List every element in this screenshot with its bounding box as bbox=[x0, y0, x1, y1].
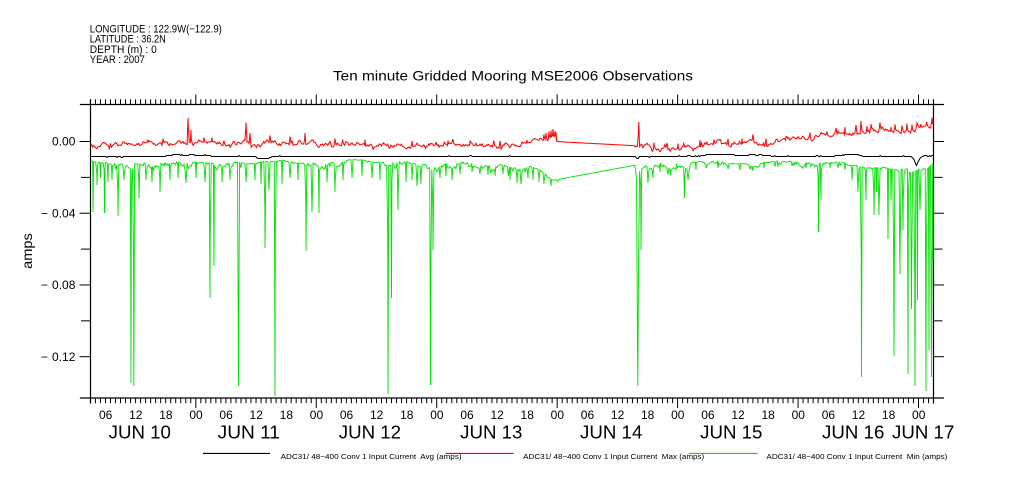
svg-text:−: − bbox=[41, 350, 48, 364]
svg-text:06: 06 bbox=[581, 408, 595, 422]
svg-text:12: 12 bbox=[852, 408, 866, 422]
svg-text:18: 18 bbox=[400, 408, 414, 422]
svg-text:00: 00 bbox=[912, 408, 926, 422]
svg-text:LATITUDE : 36.2N: LATITUDE : 36.2N bbox=[90, 34, 166, 46]
svg-text:06: 06 bbox=[822, 408, 836, 422]
svg-text:0.08: 0.08 bbox=[52, 278, 76, 292]
svg-text:06: 06 bbox=[701, 408, 715, 422]
svg-text:−: − bbox=[41, 278, 48, 292]
svg-text:12: 12 bbox=[250, 408, 264, 422]
svg-text:06: 06 bbox=[340, 408, 354, 422]
svg-text:JUN 10: JUN 10 bbox=[109, 422, 171, 442]
svg-text:00: 00 bbox=[189, 408, 203, 422]
svg-text:amps: amps bbox=[19, 233, 35, 269]
svg-text:00: 00 bbox=[310, 408, 324, 422]
svg-text:−: − bbox=[41, 206, 48, 220]
svg-text:JUN 12: JUN 12 bbox=[339, 422, 401, 442]
svg-text:00: 00 bbox=[551, 408, 565, 422]
svg-text:18: 18 bbox=[159, 408, 173, 422]
svg-text:ADC31/ 48−400 Conv 1 Input Cur: ADC31/ 48−400 Conv 1 Input Current Min (… bbox=[766, 452, 947, 461]
svg-text:ADC31/ 48−400 Conv 1 Input Cur: ADC31/ 48−400 Conv 1 Input Current Avg (… bbox=[281, 452, 462, 461]
svg-text:12: 12 bbox=[490, 408, 504, 422]
svg-text:18: 18 bbox=[761, 408, 775, 422]
svg-text:12: 12 bbox=[129, 408, 143, 422]
svg-text:0.12: 0.12 bbox=[52, 350, 76, 364]
svg-text:12: 12 bbox=[370, 408, 384, 422]
svg-text:0.00: 0.00 bbox=[52, 135, 76, 149]
svg-text:00: 00 bbox=[792, 408, 806, 422]
svg-text:12: 12 bbox=[611, 408, 625, 422]
svg-text:Ten minute Gridded Mooring MSE: Ten minute Gridded Mooring MSE2006 Obser… bbox=[333, 68, 693, 84]
svg-text:JUN 13: JUN 13 bbox=[460, 422, 522, 442]
svg-text:00: 00 bbox=[671, 408, 685, 422]
svg-text:18: 18 bbox=[521, 408, 535, 422]
svg-text:12: 12 bbox=[731, 408, 745, 422]
svg-text:JUN 15: JUN 15 bbox=[700, 422, 762, 442]
svg-text:18: 18 bbox=[280, 408, 294, 422]
svg-text:JUN 11: JUN 11 bbox=[218, 422, 280, 442]
svg-text:YEAR : 2007: YEAR : 2007 bbox=[90, 54, 145, 66]
svg-text:06: 06 bbox=[460, 408, 474, 422]
svg-text:18: 18 bbox=[882, 408, 896, 422]
svg-text:JUN 14: JUN 14 bbox=[580, 422, 642, 442]
svg-text:06: 06 bbox=[219, 408, 233, 422]
svg-text:00: 00 bbox=[430, 408, 444, 422]
svg-text:06: 06 bbox=[99, 408, 113, 422]
svg-text:JUN 16: JUN 16 bbox=[822, 422, 884, 442]
svg-text:0.04: 0.04 bbox=[52, 206, 76, 220]
svg-text:18: 18 bbox=[641, 408, 655, 422]
svg-text:ADC31/ 48−400 Conv 1 Input Cur: ADC31/ 48−400 Conv 1 Input Current Max (… bbox=[523, 452, 704, 461]
svg-text:LONGITUDE : 122.9W(−122.9): LONGITUDE : 122.9W(−122.9) bbox=[90, 23, 222, 35]
svg-text:JUN 17: JUN 17 bbox=[892, 422, 954, 442]
svg-text:DEPTH (m) : 0: DEPTH (m) : 0 bbox=[90, 44, 157, 56]
